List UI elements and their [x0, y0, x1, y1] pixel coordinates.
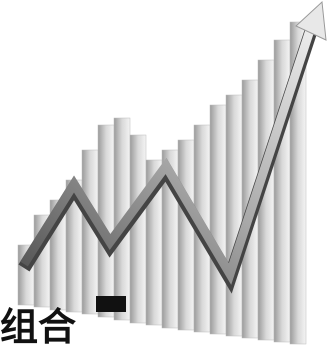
- bar: [129, 134, 147, 324]
- arrow: [18, 0, 327, 294]
- bar: [177, 139, 195, 331]
- bar: [209, 104, 227, 335]
- shadow-patch: [96, 296, 126, 312]
- caption: 组合: [0, 305, 76, 349]
- bar: [225, 94, 243, 337]
- arrow-head: [295, 0, 327, 41]
- arrow-line: [20, 22, 317, 285]
